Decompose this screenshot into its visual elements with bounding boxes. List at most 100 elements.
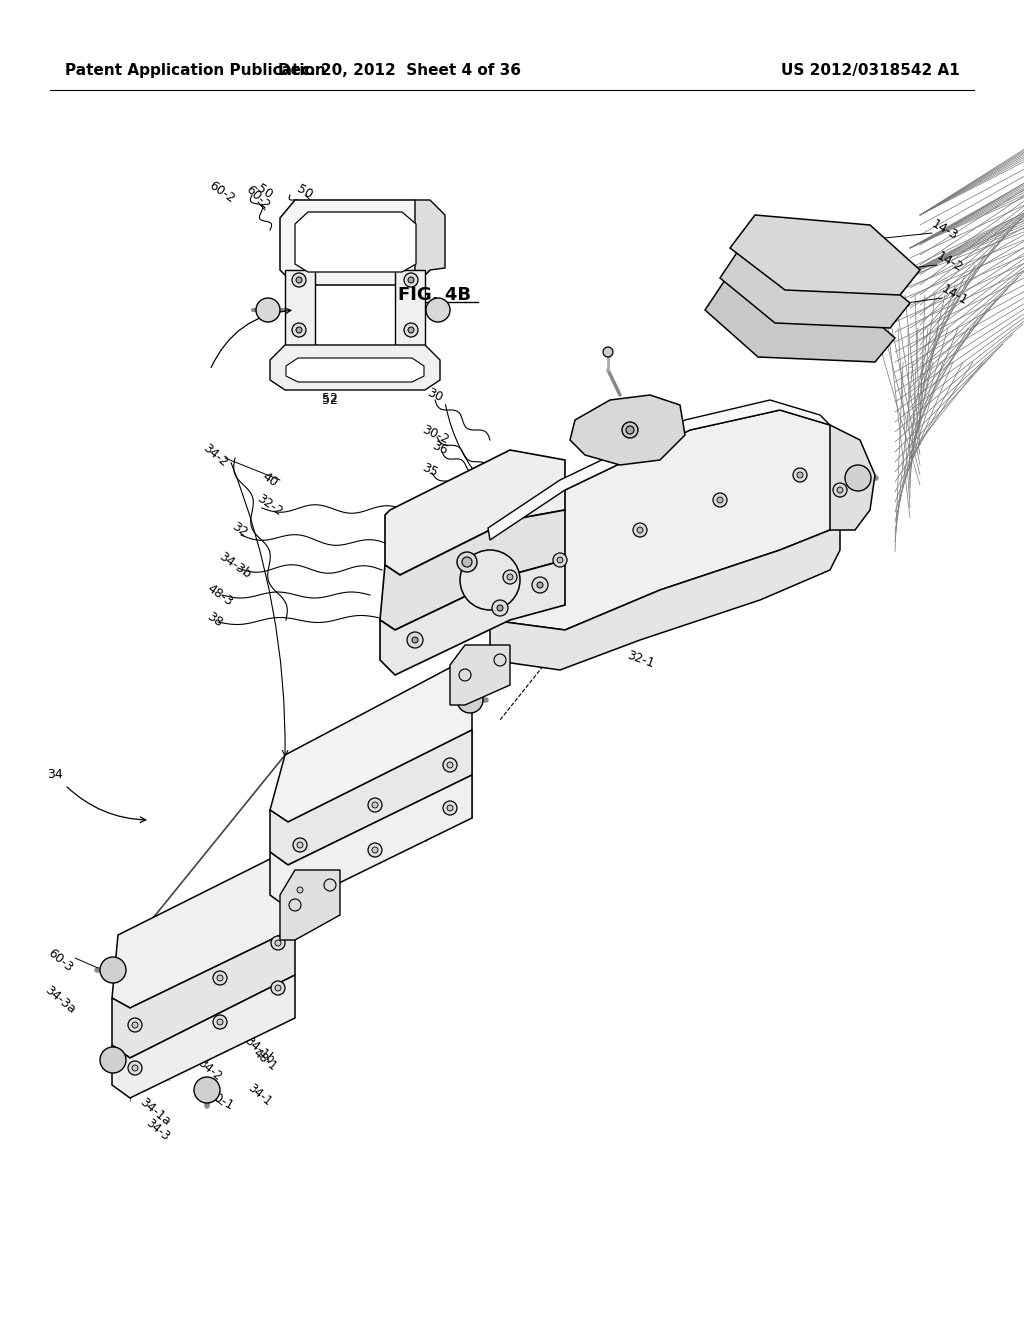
Circle shape xyxy=(293,838,307,851)
Text: FIG. 4A: FIG. 4A xyxy=(700,572,773,589)
Circle shape xyxy=(557,557,563,564)
Circle shape xyxy=(271,981,285,995)
Circle shape xyxy=(637,527,643,533)
Text: 35: 35 xyxy=(420,461,440,479)
Text: 34-3: 34-3 xyxy=(143,1117,172,1143)
Polygon shape xyxy=(295,213,416,272)
Polygon shape xyxy=(490,510,840,671)
Text: 60-2: 60-2 xyxy=(207,178,238,206)
Circle shape xyxy=(275,940,281,946)
Circle shape xyxy=(213,1015,227,1030)
Circle shape xyxy=(537,582,543,587)
Circle shape xyxy=(372,847,378,853)
Text: 60-3: 60-3 xyxy=(45,946,75,974)
Circle shape xyxy=(213,972,227,985)
Circle shape xyxy=(297,887,303,894)
Polygon shape xyxy=(112,928,295,1059)
Polygon shape xyxy=(450,645,510,705)
Circle shape xyxy=(717,498,723,503)
Text: 52: 52 xyxy=(323,393,338,407)
Circle shape xyxy=(100,957,126,983)
Text: 14-1: 14-1 xyxy=(940,282,971,308)
Circle shape xyxy=(603,347,613,356)
Circle shape xyxy=(447,805,453,810)
Circle shape xyxy=(408,277,414,282)
Circle shape xyxy=(633,523,647,537)
Circle shape xyxy=(713,492,727,507)
Polygon shape xyxy=(730,215,920,294)
Text: 36: 36 xyxy=(430,438,450,457)
Polygon shape xyxy=(705,280,895,362)
Text: Patent Application Publication: Patent Application Publication xyxy=(65,63,326,78)
Circle shape xyxy=(507,574,513,579)
Text: US 2012/0318542 A1: US 2012/0318542 A1 xyxy=(781,63,961,78)
Circle shape xyxy=(626,426,634,434)
Text: 34-1a: 34-1a xyxy=(137,1096,173,1129)
Text: 34-1b: 34-1b xyxy=(243,1034,278,1067)
Circle shape xyxy=(443,801,457,814)
Circle shape xyxy=(404,273,418,286)
Circle shape xyxy=(793,469,807,482)
Text: 38: 38 xyxy=(205,610,225,630)
Circle shape xyxy=(324,879,336,891)
Text: 34-1: 34-1 xyxy=(246,1081,274,1109)
Circle shape xyxy=(132,1022,138,1028)
Polygon shape xyxy=(112,975,295,1098)
Polygon shape xyxy=(720,248,910,327)
Text: 34-2: 34-2 xyxy=(200,441,230,469)
Circle shape xyxy=(132,1065,138,1071)
Circle shape xyxy=(497,605,503,611)
Circle shape xyxy=(275,985,281,991)
Text: 50: 50 xyxy=(255,182,275,202)
Circle shape xyxy=(293,883,307,898)
Circle shape xyxy=(404,323,418,337)
Circle shape xyxy=(408,327,414,333)
Polygon shape xyxy=(490,411,840,630)
Circle shape xyxy=(457,686,483,713)
Circle shape xyxy=(217,975,223,981)
Polygon shape xyxy=(270,345,440,389)
Text: 34-2: 34-2 xyxy=(196,1056,224,1084)
Text: 32: 32 xyxy=(229,520,250,540)
Circle shape xyxy=(426,298,450,322)
Polygon shape xyxy=(286,358,424,381)
Circle shape xyxy=(368,799,382,812)
Circle shape xyxy=(797,473,803,478)
Polygon shape xyxy=(285,271,315,360)
Circle shape xyxy=(292,323,306,337)
Circle shape xyxy=(256,298,280,322)
Polygon shape xyxy=(280,870,340,940)
Circle shape xyxy=(296,327,302,333)
Text: Dec. 20, 2012  Sheet 4 of 36: Dec. 20, 2012 Sheet 4 of 36 xyxy=(279,63,521,78)
Circle shape xyxy=(297,842,303,847)
Circle shape xyxy=(412,638,418,643)
Circle shape xyxy=(553,553,567,568)
Polygon shape xyxy=(270,730,472,865)
Polygon shape xyxy=(380,560,565,675)
Circle shape xyxy=(271,936,285,950)
Circle shape xyxy=(460,550,520,610)
Text: 60-1: 60-1 xyxy=(205,1088,236,1113)
Polygon shape xyxy=(488,400,830,540)
Polygon shape xyxy=(380,510,565,630)
Text: 52: 52 xyxy=(323,392,338,404)
Circle shape xyxy=(494,653,506,667)
Polygon shape xyxy=(270,775,472,908)
Circle shape xyxy=(292,273,306,286)
Circle shape xyxy=(368,843,382,857)
Text: 34: 34 xyxy=(47,768,62,781)
Circle shape xyxy=(217,1019,223,1026)
Circle shape xyxy=(622,422,638,438)
Circle shape xyxy=(837,487,843,492)
Text: 34-3b: 34-3b xyxy=(216,549,254,581)
Polygon shape xyxy=(112,855,295,1008)
Circle shape xyxy=(845,465,871,491)
Polygon shape xyxy=(385,450,565,576)
Circle shape xyxy=(443,758,457,772)
Polygon shape xyxy=(570,395,685,465)
Text: 32-2: 32-2 xyxy=(255,491,286,519)
Circle shape xyxy=(503,570,517,583)
Text: 30-2: 30-2 xyxy=(420,424,451,447)
Circle shape xyxy=(532,577,548,593)
Polygon shape xyxy=(830,425,874,531)
